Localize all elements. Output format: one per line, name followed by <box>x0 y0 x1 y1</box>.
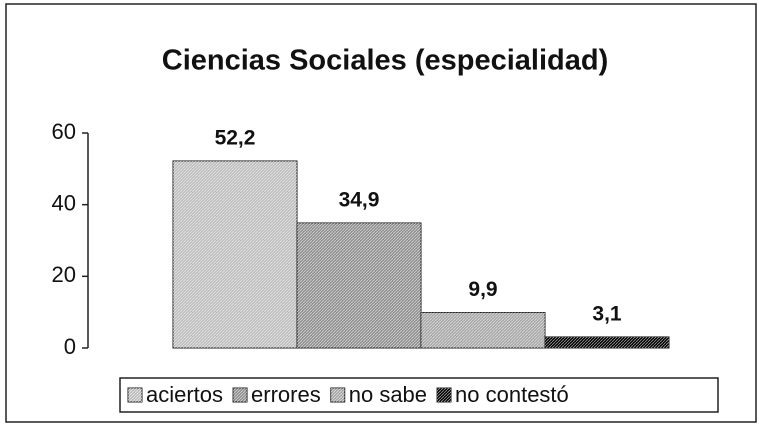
bar-texture <box>173 160 297 348</box>
y-tick-label: 40 <box>52 190 76 215</box>
y-tick-label: 60 <box>52 119 76 144</box>
legend-swatch-texture <box>330 388 345 402</box>
bar-texture <box>421 312 545 348</box>
chart-title: Ciencias Sociales (especialidad) <box>162 45 608 77</box>
y-tick-label: 0 <box>64 334 76 359</box>
bar-texture <box>545 336 669 348</box>
legend-swatch-texture <box>128 388 142 402</box>
legend-label: no contestó <box>455 382 569 407</box>
legend-swatch-texture <box>437 388 452 402</box>
legend-label: aciertos <box>146 382 223 407</box>
legend-box <box>119 377 719 413</box>
data-label: 3,1 <box>592 302 622 325</box>
bar-texture <box>297 222 421 348</box>
data-label: 34,9 <box>339 188 380 211</box>
legend-swatch-texture <box>233 388 248 402</box>
data-label: 52,2 <box>215 126 256 149</box>
frame <box>5 3 757 423</box>
legend-label: errores <box>251 382 321 407</box>
legend-label: no sabe <box>349 382 427 407</box>
data-label: 9,9 <box>468 278 497 301</box>
y-tick-label: 20 <box>52 262 76 287</box>
